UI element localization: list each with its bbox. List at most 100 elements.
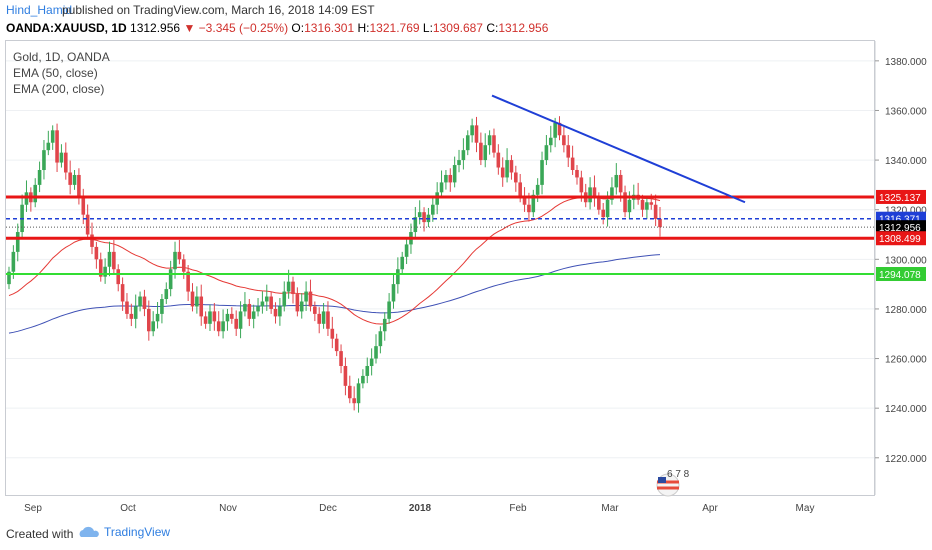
candle-body bbox=[317, 313, 322, 324]
candle-body bbox=[640, 199, 645, 210]
candle-body bbox=[422, 212, 426, 223]
candle-body bbox=[592, 187, 597, 198]
price-label-text: 1308.499 bbox=[879, 234, 921, 245]
price-chart[interactable]: 1220.000 1240.000 1260.000 1280.000 1300.000… bbox=[0, 0, 932, 520]
price-label-box bbox=[876, 231, 926, 246]
candle-body bbox=[37, 170, 42, 185]
candle-body bbox=[566, 145, 571, 158]
candle-body bbox=[496, 152, 501, 168]
candle-body bbox=[334, 338, 339, 352]
open-value: 1316.301 bbox=[304, 21, 355, 35]
candle-body bbox=[160, 299, 164, 314]
candle-body bbox=[479, 142, 483, 161]
candle-body bbox=[461, 150, 466, 161]
close-value: 1312.956 bbox=[498, 21, 549, 35]
candle-body bbox=[203, 316, 208, 324]
candle-body bbox=[588, 187, 592, 203]
candle-body bbox=[444, 174, 448, 183]
candle-body bbox=[112, 251, 116, 270]
candle-body bbox=[396, 269, 400, 285]
candle-body bbox=[601, 209, 606, 218]
candle-body bbox=[260, 301, 265, 307]
candle-body bbox=[286, 281, 291, 292]
candle-body bbox=[452, 165, 457, 183]
candle-body bbox=[509, 160, 514, 173]
candle-body bbox=[653, 204, 658, 219]
candle-body bbox=[11, 251, 16, 272]
candle-body bbox=[400, 256, 405, 270]
trendline bbox=[491, 94, 746, 204]
down-arrow-icon: ▼ bbox=[183, 21, 196, 35]
events-icon[interactable]: 6 7 8 bbox=[656, 469, 690, 497]
candle-body bbox=[352, 398, 356, 404]
candle-body bbox=[347, 385, 352, 399]
candle-body bbox=[282, 291, 287, 307]
candle-body bbox=[251, 311, 256, 319]
candle-body bbox=[570, 157, 575, 171]
candle-body bbox=[540, 160, 544, 185]
candle-body bbox=[487, 135, 492, 146]
price-label-text: 1312.956 bbox=[879, 223, 921, 234]
x-tick-label: Feb bbox=[509, 503, 527, 514]
candle-body bbox=[361, 375, 365, 384]
cloud-logo-icon bbox=[79, 526, 99, 537]
candle-body bbox=[597, 197, 601, 210]
candle-body bbox=[181, 259, 186, 272]
candle-body bbox=[155, 313, 160, 322]
candle-body bbox=[238, 311, 243, 329]
candle-body bbox=[72, 174, 77, 185]
candle-body bbox=[623, 192, 627, 213]
candle-body bbox=[313, 306, 317, 314]
candle-body bbox=[435, 192, 439, 205]
candle-body bbox=[243, 303, 247, 312]
high-value: 1321.769 bbox=[369, 21, 420, 35]
ema50-path bbox=[8, 196, 661, 325]
trendline-path bbox=[491, 94, 746, 204]
close-label: C: bbox=[486, 21, 499, 35]
candle-body bbox=[151, 321, 155, 332]
candle-body bbox=[81, 197, 86, 215]
candle-body bbox=[448, 174, 453, 183]
candle-body bbox=[548, 137, 553, 146]
y-tick-label: 1320.000 bbox=[885, 206, 927, 217]
candle-body bbox=[90, 234, 94, 247]
ema200-line bbox=[8, 254, 661, 334]
price-label-box bbox=[876, 220, 926, 235]
ema200-path bbox=[8, 254, 661, 334]
x-tick-label: 2018 bbox=[409, 503, 432, 514]
y-tick-label: 1280.000 bbox=[885, 305, 927, 316]
y-tick-label: 1380.000 bbox=[885, 57, 927, 68]
candle-body bbox=[120, 284, 125, 302]
ema50-line bbox=[8, 196, 661, 325]
candle-body bbox=[168, 269, 173, 290]
candle-body bbox=[544, 145, 549, 161]
candle-body bbox=[610, 187, 614, 200]
candle-body bbox=[221, 321, 225, 332]
candle-body bbox=[527, 204, 531, 213]
candle-body bbox=[321, 311, 326, 324]
brand-label: TradingView bbox=[104, 525, 171, 539]
time-axis: Sep Oct Nov Dec 2018 Feb Mar Apr May bbox=[24, 503, 814, 514]
candle-body bbox=[413, 217, 418, 233]
x-tick-label: Nov bbox=[219, 503, 237, 514]
candle-body bbox=[522, 197, 527, 205]
candle-body bbox=[138, 296, 142, 307]
open-label: O: bbox=[291, 21, 305, 35]
y-tick-label: 1300.000 bbox=[885, 255, 927, 266]
price-label-box bbox=[876, 267, 926, 282]
candle-body bbox=[505, 160, 509, 178]
tradingview-brand[interactable]: TradingView bbox=[78, 525, 170, 539]
candle-body bbox=[557, 122, 562, 136]
price-label-text: 1294.078 bbox=[879, 270, 921, 281]
x-tick-label: Sep bbox=[24, 503, 42, 514]
candles bbox=[7, 116, 662, 413]
candle-body bbox=[177, 251, 182, 260]
author-link[interactable]: Hind_Hamid bbox=[6, 3, 73, 17]
y-tick-label: 1220.000 bbox=[885, 454, 927, 465]
candle-body bbox=[98, 259, 103, 277]
symbol-label: OANDA:XAUUSD, 1D bbox=[6, 21, 127, 35]
candle-body bbox=[474, 125, 479, 143]
candle-body bbox=[273, 308, 278, 317]
change-value: −3.345 (−0.25%) bbox=[198, 21, 289, 35]
